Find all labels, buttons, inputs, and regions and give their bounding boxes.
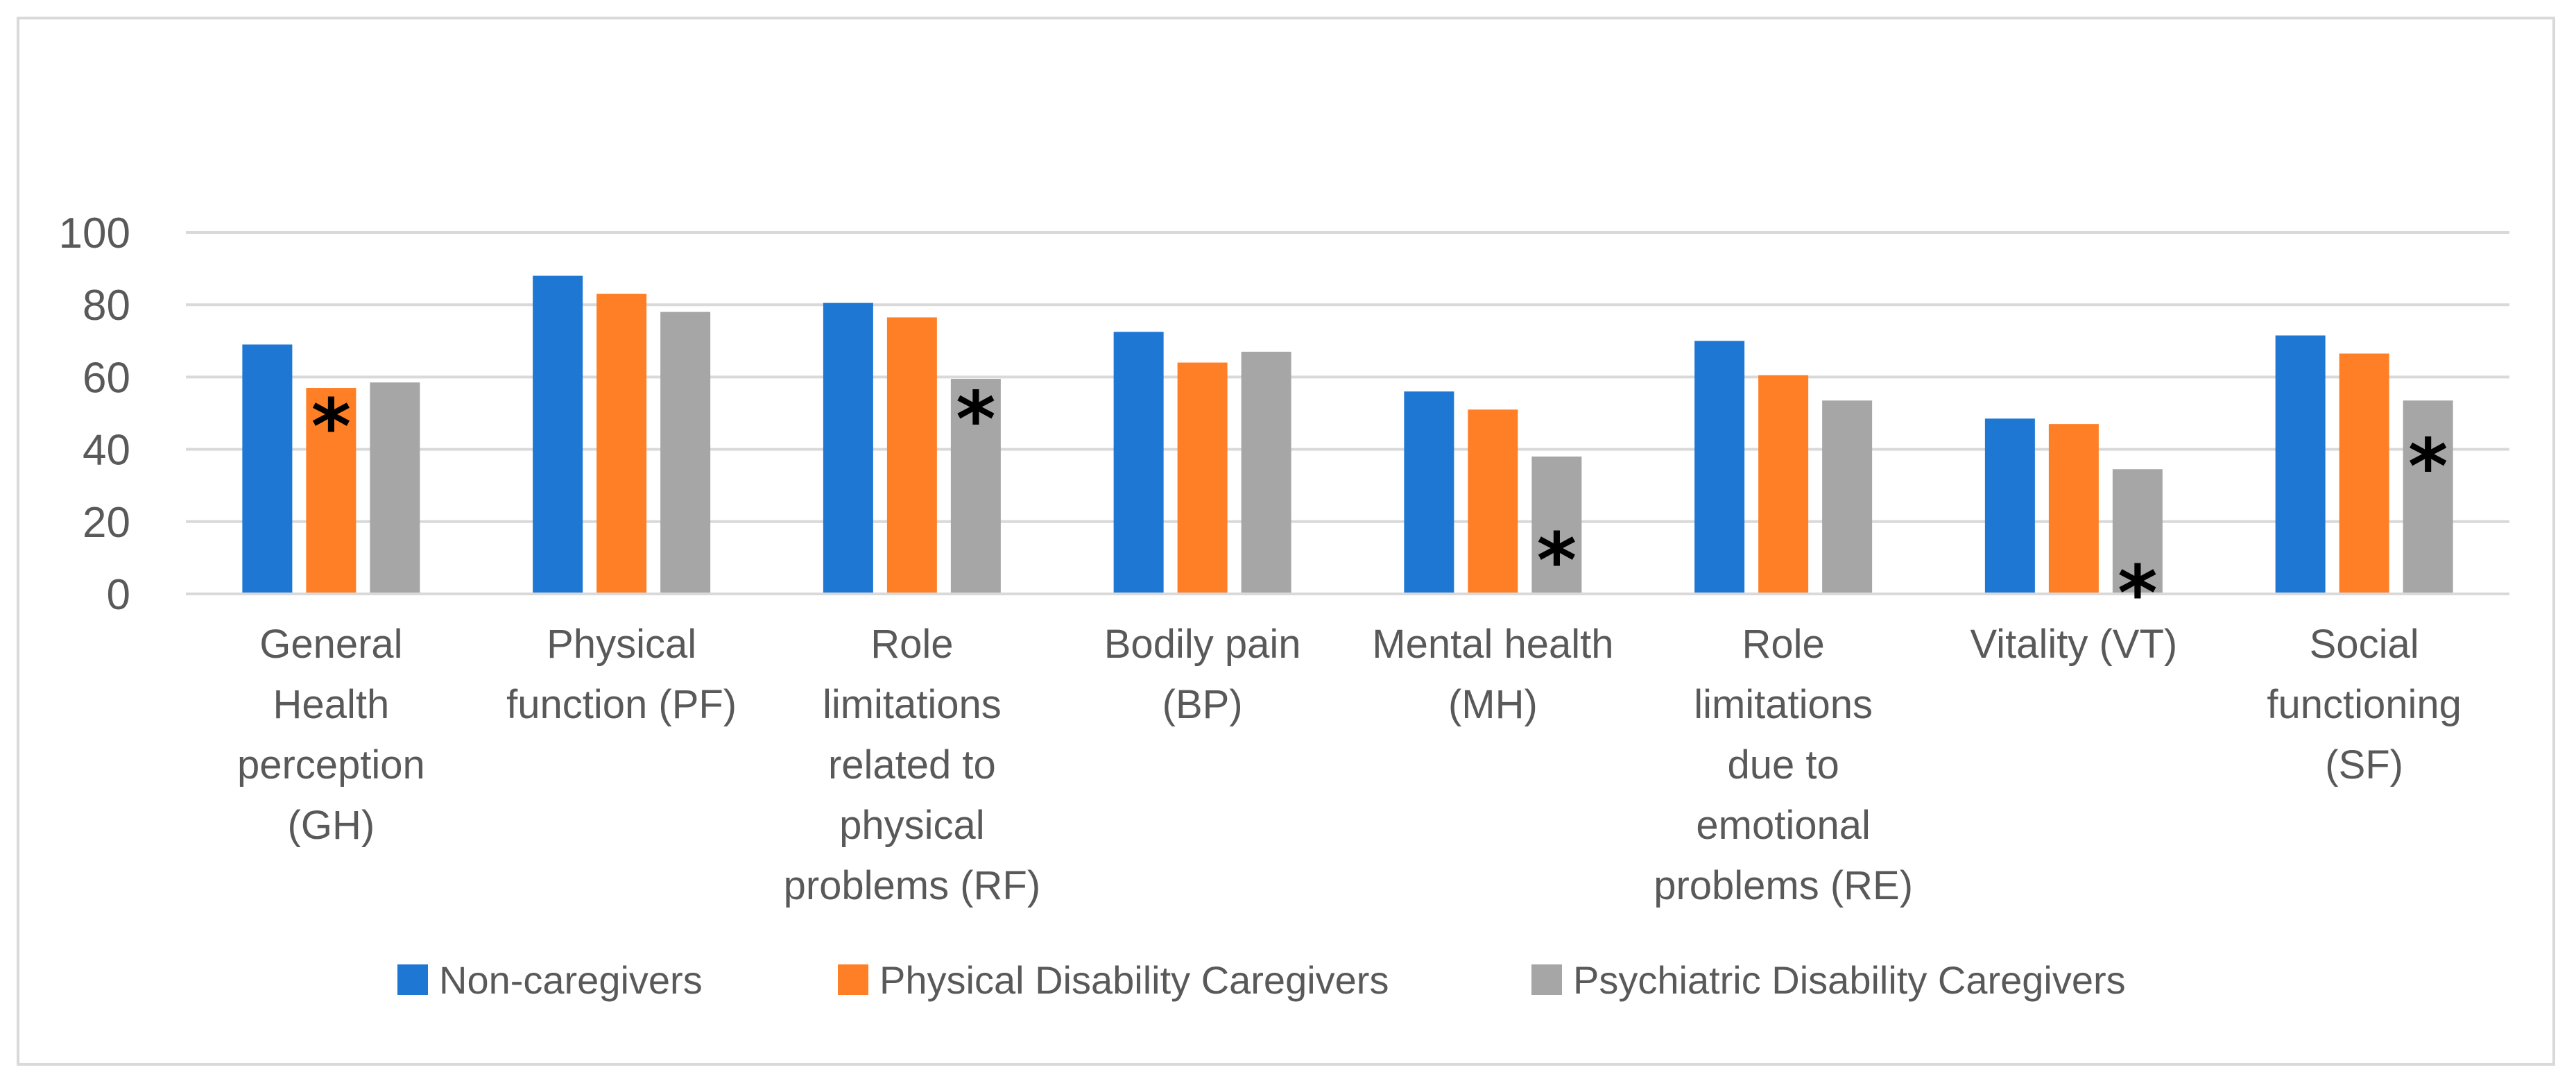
legend-label-0: Non-caregivers bbox=[439, 958, 703, 1002]
bar-1-1 bbox=[596, 293, 647, 594]
y-tick-label-0: 0 bbox=[107, 571, 130, 619]
bar-1-6 bbox=[2048, 424, 2099, 594]
y-tick-label-100: 100 bbox=[59, 210, 130, 257]
bar-2-7 bbox=[2403, 400, 2453, 594]
category-labels: General Health perception (GH) Physical funct… bbox=[237, 622, 2462, 908]
legend: Non-caregivers Physical Disability Caregi… bbox=[397, 958, 2126, 1002]
bar-1-4 bbox=[1468, 409, 1518, 594]
bar-0-4 bbox=[1404, 391, 1454, 594]
legend-label-2: Psychiatric Disability Caregivers bbox=[1573, 958, 2126, 1002]
significance-star-3: * bbox=[2118, 549, 2158, 638]
bar-2-4 bbox=[1531, 457, 1582, 594]
bars bbox=[242, 275, 2453, 594]
bar-0-5 bbox=[1694, 341, 1745, 594]
bar-0-3 bbox=[1113, 332, 1164, 594]
category-label-2: Role limitations related to physical problem… bbox=[784, 622, 1041, 908]
legend-swatch-1 bbox=[838, 964, 868, 995]
bar-2-3 bbox=[1241, 351, 1291, 594]
category-label-3: Bodily pain (BP) bbox=[1104, 622, 1301, 727]
bar-0-2 bbox=[823, 303, 873, 594]
bar-1-2 bbox=[886, 317, 937, 594]
chart-frame: 0 20 40 60 80 100 General Health perception (GH)… bbox=[17, 17, 2555, 1066]
bar-0-7 bbox=[2275, 335, 2326, 594]
category-label-1: Physical function (PF) bbox=[506, 622, 737, 727]
bar-2-0 bbox=[370, 382, 420, 594]
y-tick-label-60: 60 bbox=[83, 354, 130, 402]
bar-2-2 bbox=[950, 379, 1001, 594]
bar-0-1 bbox=[533, 275, 583, 594]
significance-star-2: * bbox=[1537, 516, 1577, 605]
bar-1-5 bbox=[1758, 375, 1809, 594]
bar-chart: 0 20 40 60 80 100 General Health perception (GH)… bbox=[59, 210, 2509, 1002]
category-label-0: General Health perception (GH) bbox=[237, 622, 425, 848]
y-tick-label-20: 20 bbox=[83, 499, 130, 547]
bar-0-0 bbox=[242, 344, 293, 594]
significance-star-4: * bbox=[2408, 422, 2448, 511]
y-axis-ticks: 0 20 40 60 80 100 bbox=[59, 210, 130, 619]
legend-swatch-2 bbox=[1531, 964, 1562, 995]
legend-label-1: Physical Disability Caregivers bbox=[879, 958, 1389, 1002]
significance-markers: * * * * * bbox=[311, 375, 2448, 638]
significance-star-1: * bbox=[956, 375, 996, 464]
bar-2-1 bbox=[660, 312, 711, 594]
category-label-4: Mental health (MH) bbox=[1372, 622, 1613, 727]
legend-swatch-0 bbox=[397, 964, 428, 995]
category-label-7: Social functioning (SF) bbox=[2267, 622, 2462, 787]
y-tick-label-80: 80 bbox=[83, 282, 130, 330]
bar-2-5 bbox=[1822, 400, 1873, 594]
bar-0-6 bbox=[1984, 418, 2035, 594]
bar-1-3 bbox=[1177, 362, 1228, 594]
y-tick-label-40: 40 bbox=[83, 427, 130, 475]
bar-2-6 bbox=[2112, 469, 2163, 594]
bar-1-7 bbox=[2339, 353, 2389, 594]
bar-1-0 bbox=[306, 388, 357, 594]
significance-star-0: * bbox=[311, 382, 352, 471]
category-label-5: Role limitations due to emotional problems (… bbox=[1654, 622, 1913, 908]
category-label-6: Vitality (VT) bbox=[1970, 622, 2178, 667]
